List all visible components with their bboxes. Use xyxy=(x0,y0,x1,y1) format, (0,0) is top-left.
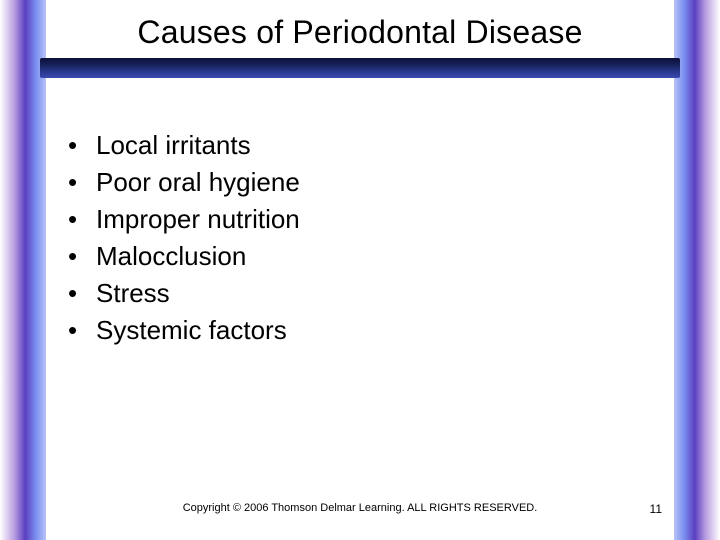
page-number: 11 xyxy=(650,502,662,516)
title-wrap: Causes of Periodontal Disease xyxy=(0,14,720,51)
slide-title: Causes of Periodontal Disease xyxy=(0,14,720,51)
slide: Causes of Periodontal Disease Local irri… xyxy=(0,0,720,540)
footer: Copyright © 2006 Thomson Delmar Learning… xyxy=(0,498,720,516)
bullet-list: Local irritants Poor oral hygiene Improp… xyxy=(64,128,660,351)
title-underline-bar xyxy=(40,58,680,78)
copyright-text: Copyright © 2006 Thomson Delmar Learning… xyxy=(183,502,538,514)
list-item: Systemic factors xyxy=(64,313,660,348)
list-item: Stress xyxy=(64,276,660,311)
list-item: Local irritants xyxy=(64,128,660,163)
list-item: Improper nutrition xyxy=(64,202,660,237)
list-item: Poor oral hygiene xyxy=(64,165,660,200)
list-item: Malocclusion xyxy=(64,239,660,274)
